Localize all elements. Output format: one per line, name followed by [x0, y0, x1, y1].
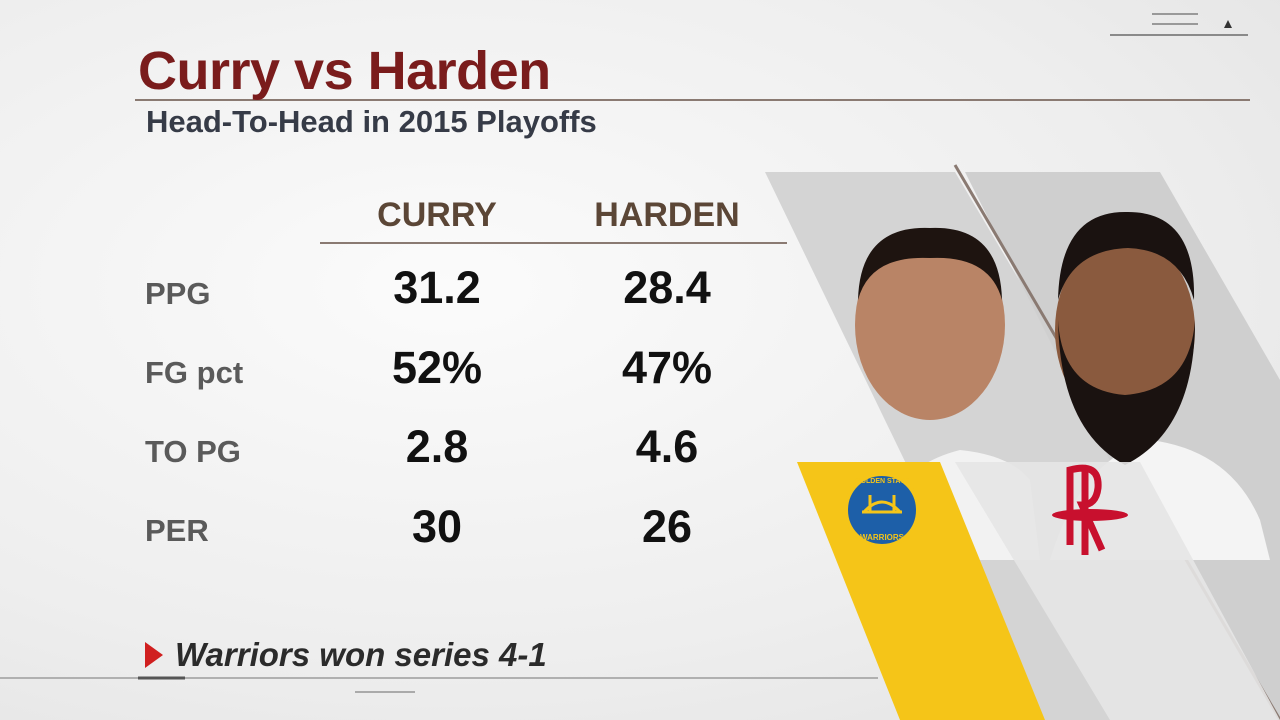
player-hair — [1058, 211, 1195, 300]
logo-text: WARRIORS — [860, 533, 905, 542]
stat-value: 2.8 — [405, 421, 469, 472]
warriors-logo — [844, 472, 920, 548]
row-label: PPG — [145, 276, 211, 311]
row-label: PER — [145, 513, 209, 548]
stat-value: 30 — [411, 501, 463, 552]
logo-bridge — [862, 495, 902, 514]
subtitle: Head-To-Head in 2015 Playoffs — [146, 104, 597, 139]
player-hair — [858, 227, 1002, 300]
row-label: FG pct — [145, 355, 244, 390]
column-header: HARDEN — [594, 196, 740, 234]
player-face — [1055, 235, 1195, 425]
player-beard — [1058, 320, 1195, 465]
row-label: TO PG — [145, 434, 241, 469]
logo-text: GOLDEN STATE — [855, 478, 909, 485]
rockets-logo — [1052, 509, 1128, 521]
corner-arrow — [1224, 20, 1232, 28]
stat-value: 31.2 — [393, 262, 481, 313]
stat-value: 52% — [391, 342, 483, 393]
stat-value: 28.4 — [623, 262, 711, 313]
column-header: CURRY — [377, 196, 497, 234]
player-face — [855, 230, 1005, 420]
note-bullet — [145, 642, 163, 668]
stat-value: 26 — [641, 501, 693, 552]
footnote: Warriors won series 4-1 — [175, 636, 547, 673]
title: Curry vs Harden — [138, 41, 551, 101]
stat-value: 47% — [621, 342, 713, 393]
stat-value: 4.6 — [635, 421, 699, 472]
rockets-stripe — [955, 462, 1280, 720]
